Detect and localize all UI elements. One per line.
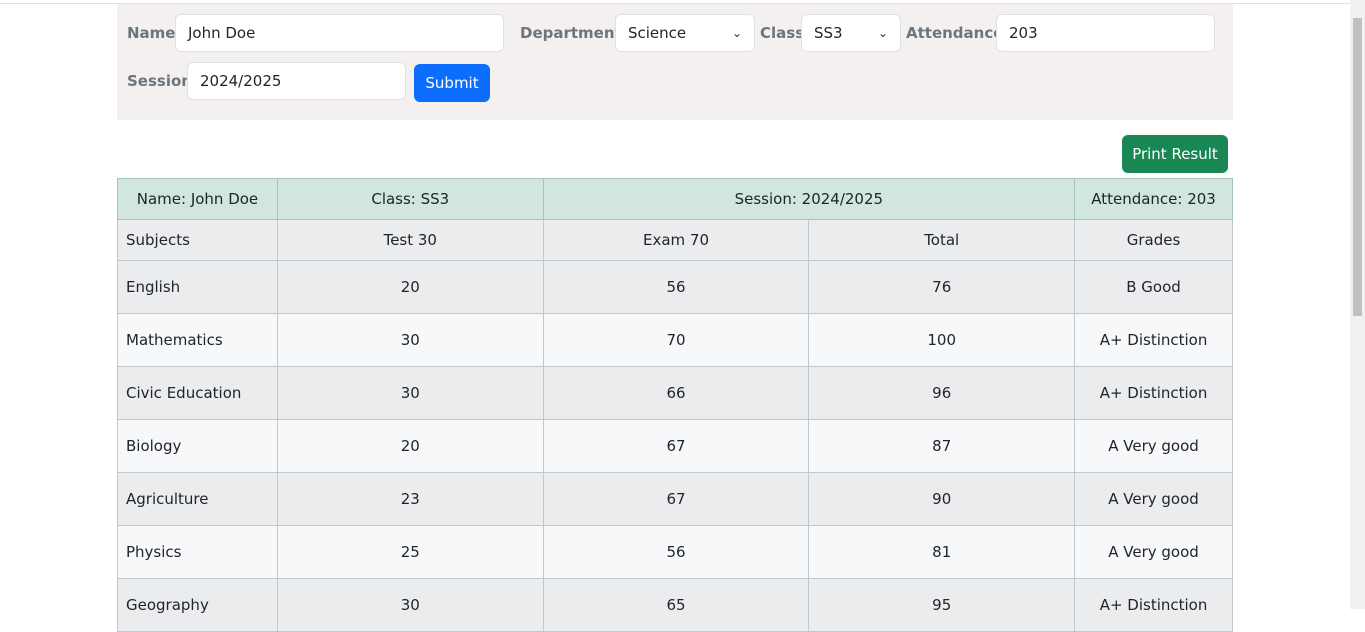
total-cell: 100 (808, 313, 1076, 367)
table-row: Biology 20 67 87 A Very good (117, 419, 1233, 473)
scrollbar-thumb[interactable] (1353, 18, 1362, 316)
class-value: SS3 (814, 24, 843, 42)
result-table: Name: John Doe Class: SS3 Session: 2024/… (117, 178, 1233, 632)
total-cell: 76 (808, 260, 1076, 314)
grade-cell: A+ Distinction (1074, 366, 1233, 420)
total-cell: 81 (808, 525, 1076, 579)
chevron-down-icon: ⌄ (731, 26, 742, 40)
print-result-button[interactable]: Print Result (1122, 135, 1228, 173)
session-input[interactable]: 2024/2025 (187, 62, 406, 100)
test-cell: 30 (276, 366, 544, 420)
result-form: Name John Doe Department Science ⌄ Class … (117, 4, 1233, 120)
submit-button[interactable]: Submit (414, 64, 490, 102)
subject-cell: Agriculture (117, 472, 278, 526)
subject-cell: Mathematics (117, 313, 278, 367)
info-name: Name: John Doe (117, 178, 278, 220)
subject-cell: Biology (117, 419, 278, 473)
test-cell: 30 (276, 313, 544, 367)
test-cell: 20 (276, 419, 544, 473)
grade-cell: A+ Distinction (1074, 313, 1233, 367)
table-row: Mathematics 30 70 100 A+ Distinction (117, 313, 1233, 367)
subject-cell: English (117, 260, 278, 314)
test-cell: 30 (276, 578, 544, 632)
exam-cell: 56 (542, 525, 810, 579)
exam-cell: 56 (542, 260, 810, 314)
attendance-input[interactable]: 203 (996, 14, 1215, 52)
table-row: Geography 30 65 95 A+ Distinction (117, 578, 1233, 632)
top-divider (0, 3, 1350, 4)
column-header: Grades (1074, 219, 1233, 261)
department-label: Department (520, 24, 622, 42)
column-header-row: Subjects Test 30 Exam 70 Total Grades (117, 219, 1233, 261)
total-cell: 87 (808, 419, 1076, 473)
total-cell: 95 (808, 578, 1076, 632)
table-row: Agriculture 23 67 90 A Very good (117, 472, 1233, 526)
info-row: Name: John Doe Class: SS3 Session: 2024/… (117, 178, 1233, 220)
table-row: Physics 25 56 81 A Very good (117, 525, 1233, 579)
grade-cell: B Good (1074, 260, 1233, 314)
name-label: Name (127, 24, 176, 42)
exam-cell: 67 (542, 472, 810, 526)
test-cell: 25 (276, 525, 544, 579)
info-class: Class: SS3 (276, 178, 544, 220)
department-select[interactable]: Science ⌄ (615, 14, 755, 52)
vertical-scrollbar[interactable] (1350, 0, 1365, 609)
column-header: Test 30 (276, 219, 544, 261)
chevron-down-icon: ⌄ (877, 26, 888, 40)
table-row: Civic Education 30 66 96 A+ Distinction (117, 366, 1233, 420)
grade-cell: A+ Distinction (1074, 578, 1233, 632)
info-session: Session: 2024/2025 (542, 178, 1076, 220)
test-cell: 20 (276, 260, 544, 314)
department-value: Science (628, 24, 687, 42)
grade-cell: A Very good (1074, 419, 1233, 473)
info-attendance: Attendance: 203 (1074, 178, 1233, 220)
exam-cell: 65 (542, 578, 810, 632)
subject-cell: Geography (117, 578, 278, 632)
subject-cell: Physics (117, 525, 278, 579)
column-header: Subjects (117, 219, 278, 261)
total-cell: 96 (808, 366, 1076, 420)
exam-cell: 67 (542, 419, 810, 473)
grade-cell: A Very good (1074, 472, 1233, 526)
exam-cell: 66 (542, 366, 810, 420)
table-row: English 20 56 76 B Good (117, 260, 1233, 314)
total-cell: 90 (808, 472, 1076, 526)
class-select[interactable]: SS3 ⌄ (801, 14, 901, 52)
grade-cell: A Very good (1074, 525, 1233, 579)
column-header: Total (808, 219, 1076, 261)
column-header: Exam 70 (542, 219, 810, 261)
subject-cell: Civic Education (117, 366, 278, 420)
exam-cell: 70 (542, 313, 810, 367)
name-input[interactable]: John Doe (175, 14, 504, 52)
attendance-label: Attendance (906, 24, 1004, 42)
class-label: Class (760, 24, 805, 42)
test-cell: 23 (276, 472, 544, 526)
session-label: Session (127, 72, 192, 90)
